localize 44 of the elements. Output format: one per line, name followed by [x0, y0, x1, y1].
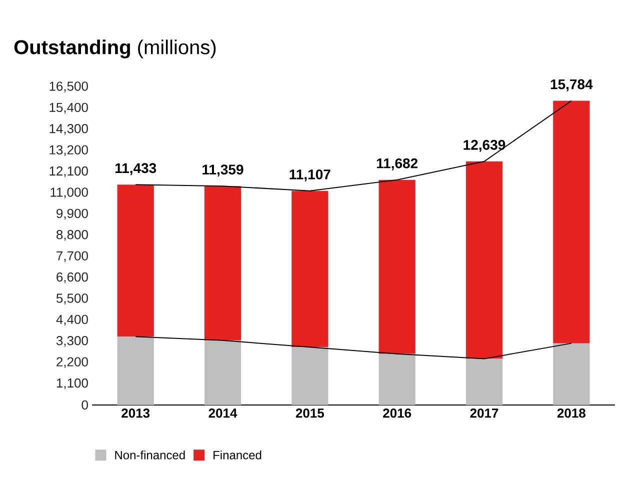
y-tick-label: 4,400: [56, 314, 88, 326]
y-tick-label: 3,300: [56, 336, 88, 347]
bar: [204, 340, 242, 405]
y-tick-label: 13,200: [50, 145, 88, 156]
x-tick-label: 2014: [208, 408, 238, 418]
x-tick-label: 2016: [383, 408, 412, 418]
bar: [466, 358, 503, 405]
total-label: 11,433: [115, 163, 156, 176]
y-tick-label: 9,900: [56, 208, 88, 220]
y-tick-label: 2,200: [56, 357, 88, 368]
bar: [117, 336, 154, 405]
bar: [378, 354, 416, 405]
y-tick-label: 11,000: [50, 188, 88, 198]
total-label: 11,359: [202, 164, 244, 177]
total-label: 12,639: [464, 140, 506, 152]
bar: [553, 100, 590, 344]
y-tick-label: 5,500: [56, 294, 88, 304]
total-label: 15,784: [550, 79, 593, 92]
y-tick-label: 7,700: [56, 251, 88, 262]
bar: [292, 190, 328, 348]
x-tick-label: 2017: [470, 408, 498, 418]
y-tick-label: 15,400: [50, 102, 88, 114]
chart-title: Outstanding (millions): [14, 40, 216, 58]
y-tick-label: 1,100: [56, 378, 88, 390]
bar: [378, 180, 416, 354]
bar: [117, 184, 154, 337]
bar: [292, 347, 328, 405]
y-tick-label: 6,600: [56, 272, 88, 284]
y-tick-label: 14,300: [50, 124, 88, 135]
legend-label: Non-financed: [115, 450, 185, 460]
bar: [553, 343, 590, 405]
x-tick-label: 2015: [296, 408, 324, 418]
y-tick-label: 0: [82, 400, 88, 410]
total-label: 11,107: [290, 169, 330, 182]
total-label: 11,682: [376, 158, 418, 170]
x-tick-label: 2018: [557, 408, 586, 418]
y-tick-label: 16,500: [50, 82, 88, 92]
legend-label: Financed: [214, 450, 262, 460]
x-tick-label: 2013: [122, 408, 150, 418]
bar: [466, 161, 503, 359]
y-tick-label: 12,100: [50, 166, 88, 178]
line-series: [135, 336, 572, 360]
bar: [204, 186, 242, 340]
y-tick-label: 8,800: [56, 230, 88, 241]
